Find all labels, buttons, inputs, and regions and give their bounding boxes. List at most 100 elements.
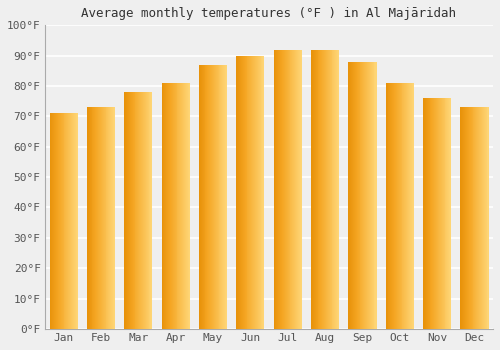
Bar [364, 62, 366, 329]
Bar [237, 56, 238, 329]
Bar [482, 107, 483, 329]
Bar [300, 50, 302, 329]
Bar [407, 83, 408, 329]
Bar [284, 50, 285, 329]
Bar [390, 83, 392, 329]
Bar [174, 83, 176, 329]
Bar [388, 83, 390, 329]
Bar [466, 107, 467, 329]
Bar [300, 50, 301, 329]
Bar [276, 50, 278, 329]
Bar [370, 62, 371, 329]
Bar [295, 50, 296, 329]
Bar [297, 50, 298, 329]
Bar [74, 113, 76, 329]
Bar [171, 83, 172, 329]
Bar [243, 56, 244, 329]
Bar [134, 92, 136, 329]
Bar [274, 50, 276, 329]
Bar [167, 83, 168, 329]
Bar [427, 98, 428, 329]
Bar [182, 83, 183, 329]
Bar [395, 83, 396, 329]
Bar [334, 50, 336, 329]
Bar [428, 98, 429, 329]
Bar [369, 62, 370, 329]
Bar [126, 92, 127, 329]
Bar [486, 107, 488, 329]
Bar [436, 98, 437, 329]
Bar [358, 62, 359, 329]
Bar [52, 113, 54, 329]
Bar [242, 56, 243, 329]
Bar [478, 107, 479, 329]
Bar [286, 50, 287, 329]
Bar [298, 50, 299, 329]
Bar [187, 83, 188, 329]
Bar [481, 107, 482, 329]
Bar [393, 83, 394, 329]
Bar [202, 65, 203, 329]
Bar [88, 107, 90, 329]
Bar [170, 83, 171, 329]
Bar [440, 98, 441, 329]
Bar [103, 107, 104, 329]
Bar [462, 107, 464, 329]
Bar [294, 50, 296, 329]
Bar [442, 98, 443, 329]
Bar [409, 83, 410, 329]
Bar [350, 62, 352, 329]
Bar [209, 65, 210, 329]
Bar [258, 56, 259, 329]
Bar [211, 65, 212, 329]
Bar [241, 56, 242, 329]
Bar [400, 83, 401, 329]
Bar [226, 65, 227, 329]
Bar [92, 107, 94, 329]
Bar [98, 107, 99, 329]
Bar [246, 56, 248, 329]
Bar [352, 62, 353, 329]
Bar [351, 62, 352, 329]
Bar [408, 83, 409, 329]
Bar [396, 83, 397, 329]
Bar [484, 107, 486, 329]
Bar [463, 107, 464, 329]
Bar [412, 83, 413, 329]
Bar [71, 113, 72, 329]
Bar [318, 50, 320, 329]
Bar [208, 65, 210, 329]
Bar [442, 98, 444, 329]
Bar [285, 50, 286, 329]
Bar [366, 62, 367, 329]
Bar [374, 62, 376, 329]
Bar [66, 113, 68, 329]
Bar [280, 50, 281, 329]
Bar [62, 113, 64, 329]
Bar [180, 83, 182, 329]
Bar [450, 98, 451, 329]
Bar [330, 50, 331, 329]
Bar [223, 65, 224, 329]
Bar [178, 83, 180, 329]
Bar [437, 98, 438, 329]
Bar [106, 107, 108, 329]
Bar [370, 62, 372, 329]
Bar [70, 113, 71, 329]
Bar [444, 98, 446, 329]
Bar [394, 83, 395, 329]
Bar [311, 50, 312, 329]
Bar [129, 92, 130, 329]
Bar [60, 113, 61, 329]
Bar [337, 50, 338, 329]
Bar [316, 50, 318, 329]
Bar [212, 65, 213, 329]
Bar [69, 113, 70, 329]
Bar [288, 50, 290, 329]
Bar [200, 65, 201, 329]
Bar [402, 83, 404, 329]
Bar [104, 107, 106, 329]
Bar [141, 92, 142, 329]
Bar [386, 83, 388, 329]
Bar [57, 113, 58, 329]
